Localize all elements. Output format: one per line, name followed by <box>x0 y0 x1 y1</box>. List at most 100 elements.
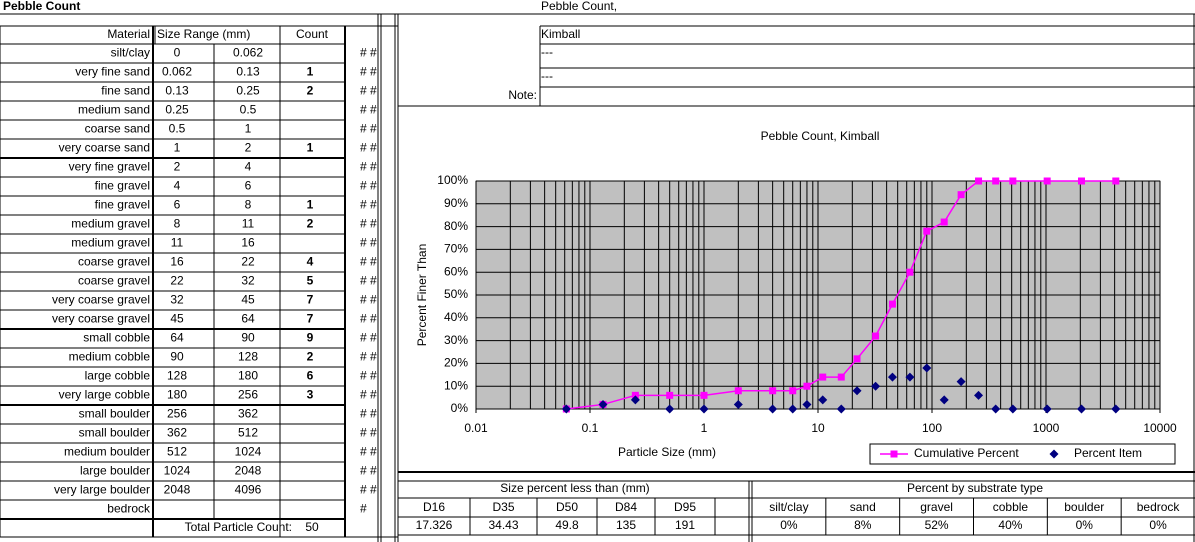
square-marker <box>769 387 777 395</box>
overflow-marker: # # <box>360 426 377 440</box>
overflow-marker: # # <box>360 388 377 402</box>
size-max: 6 <box>245 179 252 193</box>
size-max: 16 <box>241 236 255 250</box>
diamond-marker <box>788 404 798 414</box>
count: 7 <box>307 312 314 326</box>
substrate-value: 0% <box>1076 518 1094 532</box>
y-tick-label: 50% <box>444 287 468 301</box>
size-max: 4 <box>245 160 252 174</box>
material: coarse sand <box>85 122 150 136</box>
size-max: 22 <box>241 255 255 269</box>
material: large cobble <box>85 369 151 383</box>
material: very coarse gravel <box>52 312 150 326</box>
diamond-marker <box>991 404 1001 414</box>
material: large boulder <box>80 464 150 478</box>
overflow-marker: # # <box>360 445 377 459</box>
size-min: 90 <box>170 350 184 364</box>
site-field: --- <box>541 45 553 59</box>
size-min: 362 <box>167 426 187 440</box>
site-title: Pebble Count, <box>541 0 617 13</box>
overflow-marker: # # <box>360 274 377 288</box>
diamond-marker <box>818 395 828 405</box>
y-tick-label: 60% <box>444 264 468 278</box>
substrate-value: 40% <box>998 518 1022 532</box>
size-min: 0.5 <box>169 122 186 136</box>
substrate-header: boulder <box>1064 500 1104 514</box>
diamond-marker <box>836 404 846 414</box>
diamond-marker <box>939 395 949 405</box>
material: coarse gravel <box>78 274 150 288</box>
count: 6 <box>307 369 314 383</box>
material: medium gravel <box>71 217 150 231</box>
substrate-value: 52% <box>925 518 949 532</box>
substrate-header: sand <box>850 500 876 514</box>
size-value: 191 <box>675 518 695 532</box>
diamond-marker <box>871 381 881 391</box>
material: very fine gravel <box>69 160 150 174</box>
size-value: 34.43 <box>488 518 518 532</box>
overflow-marker: # # <box>360 464 377 478</box>
overflow-marker: # # <box>360 103 377 117</box>
size-min: 6 <box>174 198 181 212</box>
size-max: 0.062 <box>233 46 263 60</box>
y-tick-label: 100% <box>437 173 468 187</box>
size-min: 256 <box>167 407 187 421</box>
material: very large cobble <box>59 388 151 402</box>
overflow-marker: # <box>360 502 367 516</box>
sheet-title: Pebble Count <box>3 0 80 13</box>
site-field: Kimball <box>541 27 580 41</box>
overflow-marker: # # <box>360 46 377 60</box>
x-tick-label: 10000 <box>1143 421 1177 435</box>
count: 5 <box>307 274 314 288</box>
overflow-marker: # # <box>360 312 377 326</box>
size-max: 8 <box>245 198 252 212</box>
count: 1 <box>307 65 314 79</box>
total-label: Total Particle Count: <box>185 520 292 534</box>
y-tick-label: 10% <box>444 378 468 392</box>
diamond-marker <box>974 390 984 400</box>
substrate-header: bedrock <box>1137 500 1181 514</box>
square-marker <box>666 391 674 399</box>
size-max: 128 <box>238 350 258 364</box>
material: small boulder <box>79 407 150 421</box>
size-min: 8 <box>174 217 181 231</box>
square-marker <box>890 450 898 458</box>
size-min: 4 <box>174 179 181 193</box>
material: silt/clay <box>111 46 150 60</box>
overflow-marker: # # <box>360 122 377 136</box>
count: 9 <box>307 331 314 345</box>
square-marker <box>940 218 948 226</box>
square-marker <box>1077 177 1085 185</box>
substrate-header: cobble <box>993 500 1029 514</box>
overflow-marker: # # <box>360 236 377 250</box>
count: 7 <box>307 293 314 307</box>
size-max: 0.5 <box>240 103 257 117</box>
column-header: Count <box>296 27 329 41</box>
material: fine sand <box>101 84 150 98</box>
square-marker <box>1112 177 1120 185</box>
column-header: Size Range (mm) <box>157 27 250 41</box>
size-max: 32 <box>241 274 255 288</box>
size-min: 2 <box>174 160 181 174</box>
size-max: 512 <box>238 426 258 440</box>
material: medium sand <box>78 103 150 117</box>
x-tick-label: 1 <box>701 421 708 435</box>
diamond-marker <box>956 377 966 387</box>
size-header: D95 <box>674 500 696 514</box>
count: 2 <box>307 84 314 98</box>
size-max: 45 <box>241 293 255 307</box>
overflow-marker: # # <box>360 65 377 79</box>
diamond-marker <box>768 404 778 414</box>
size-value: 49.8 <box>555 518 579 532</box>
size-min: 16 <box>170 255 184 269</box>
square-marker <box>906 268 914 276</box>
size-min: 1024 <box>164 464 191 478</box>
square-marker <box>957 191 965 199</box>
overflow-marker: # # <box>360 160 377 174</box>
section-title: Percent by substrate type <box>907 481 1043 495</box>
overflow-marker: # # <box>360 293 377 307</box>
material: fine gravel <box>95 179 150 193</box>
square-marker <box>700 391 708 399</box>
y-tick-label: 70% <box>444 242 468 256</box>
